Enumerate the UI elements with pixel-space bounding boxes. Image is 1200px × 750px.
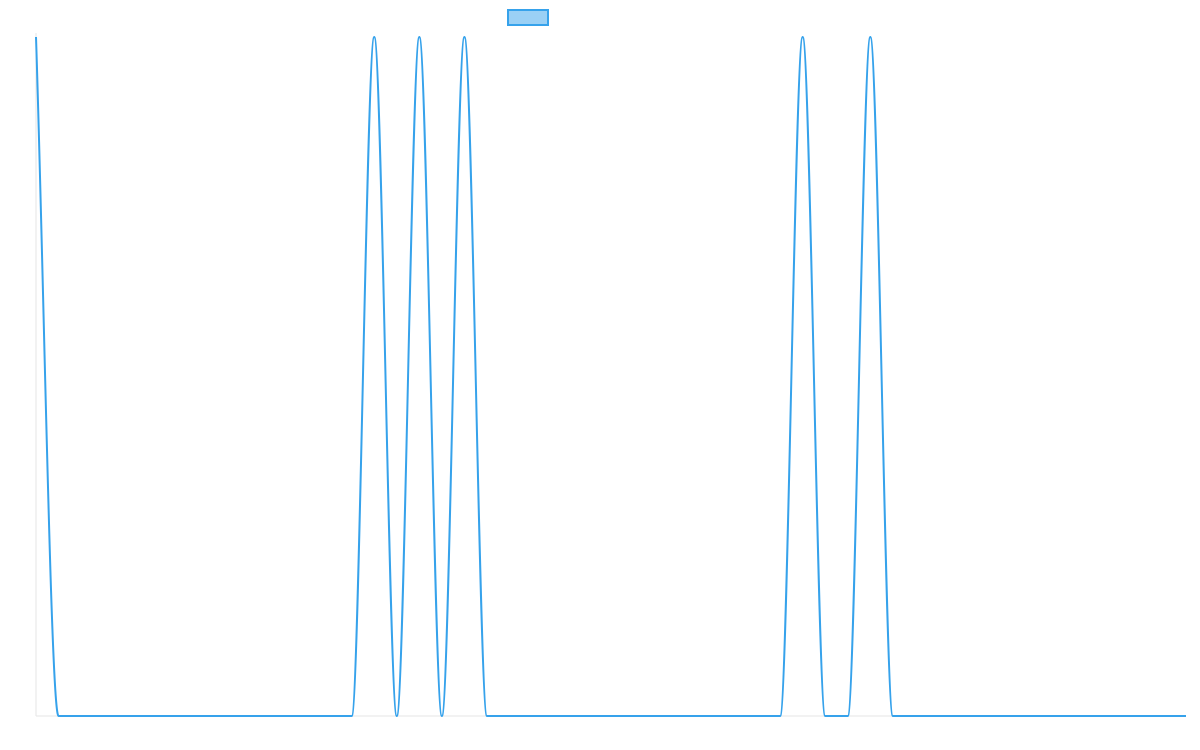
data-point (777, 713, 783, 719)
series-line-0 (35, 36, 1186, 718)
data-point (439, 713, 445, 719)
legend-swatch (507, 9, 549, 26)
data-point (461, 34, 467, 40)
points-layer (33, 34, 1189, 719)
data-point (349, 713, 355, 719)
data-point (394, 713, 400, 719)
data-point (845, 713, 851, 719)
data-point (484, 713, 490, 719)
data-point (371, 34, 377, 40)
data-point (33, 34, 39, 40)
data-point (416, 34, 422, 40)
data-point (890, 713, 896, 719)
data-point (867, 34, 873, 40)
series-layer (35, 36, 1186, 718)
data-point (822, 713, 828, 719)
axes (35, 33, 1186, 717)
data-point (800, 34, 806, 40)
legend[interactable] (507, 9, 549, 26)
data-point (56, 713, 62, 719)
data-point (1183, 713, 1189, 719)
